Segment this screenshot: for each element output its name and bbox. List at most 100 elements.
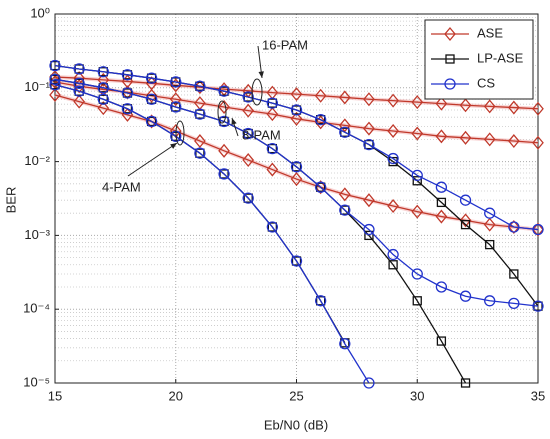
line — [54, 78, 539, 307]
marker — [219, 86, 229, 96]
x-tick-label: 30 — [410, 388, 424, 403]
marker — [146, 116, 157, 127]
marker — [314, 181, 327, 193]
marker — [412, 296, 422, 306]
marker — [339, 126, 351, 138]
x-tick-label: 25 — [289, 388, 303, 403]
marker — [532, 300, 544, 312]
marker — [243, 128, 253, 139]
marker — [169, 92, 182, 107]
marker — [435, 209, 448, 224]
marker — [338, 90, 351, 105]
marker — [242, 103, 255, 118]
marker — [339, 204, 351, 216]
marker — [121, 69, 134, 81]
marker — [219, 169, 229, 179]
marker — [218, 99, 230, 114]
marker — [459, 194, 472, 206]
marker — [363, 193, 375, 208]
marker — [509, 269, 519, 279]
marker — [170, 76, 182, 88]
marker — [387, 199, 399, 214]
marker — [411, 204, 424, 219]
marker — [364, 139, 374, 150]
annotation-ellipse — [251, 78, 263, 106]
marker — [388, 260, 398, 270]
marker — [194, 108, 206, 120]
marker — [290, 255, 303, 267]
marker — [436, 197, 447, 208]
marker — [508, 221, 520, 233]
marker — [49, 59, 61, 72]
marker — [145, 115, 158, 128]
marker — [97, 72, 110, 87]
marker — [290, 172, 303, 187]
marker — [242, 127, 254, 140]
marker — [411, 95, 424, 110]
marker — [121, 87, 134, 99]
marker — [195, 148, 205, 158]
marker — [242, 192, 254, 204]
marker — [49, 87, 61, 102]
marker — [314, 114, 327, 126]
marker — [290, 111, 303, 126]
marker — [484, 295, 496, 307]
y-tick-label: 10⁻⁴ — [23, 301, 50, 316]
marker — [97, 82, 109, 94]
marker — [412, 176, 422, 186]
marker — [97, 101, 110, 116]
x-tick-label: 35 — [531, 388, 545, 403]
marker — [266, 142, 279, 155]
y-tick-label: 10⁻⁵ — [23, 374, 50, 389]
marker — [483, 99, 496, 114]
marker — [459, 213, 472, 228]
marker — [122, 88, 133, 98]
marker — [508, 297, 520, 310]
marker — [459, 130, 472, 145]
marker — [145, 72, 158, 84]
marker — [435, 281, 448, 293]
marker — [508, 100, 520, 115]
marker — [483, 217, 496, 232]
y-tick-label: 10⁻² — [24, 153, 50, 168]
y-tick-label: 10⁰ — [30, 5, 50, 20]
marker — [387, 123, 399, 138]
arrow-head — [258, 71, 264, 78]
marker — [363, 377, 375, 389]
marker — [267, 98, 278, 108]
marker — [340, 127, 350, 137]
marker — [73, 85, 85, 97]
marker — [387, 93, 399, 108]
marker — [218, 143, 230, 158]
marker — [290, 104, 303, 116]
marker — [315, 115, 326, 125]
marker — [145, 93, 158, 105]
line — [54, 76, 539, 110]
y-tick-label: 10⁻³ — [24, 227, 50, 242]
marker — [532, 101, 544, 116]
marker — [291, 162, 302, 172]
marker — [98, 83, 108, 93]
x-axis-label: Eb/N0 (dB) — [264, 417, 328, 432]
marker — [50, 80, 60, 90]
line — [54, 84, 370, 384]
marker — [411, 169, 423, 182]
annotation: 8-PAM — [242, 127, 281, 142]
marker — [49, 73, 61, 86]
marker — [145, 88, 158, 103]
line — [54, 64, 539, 231]
marker — [290, 161, 303, 173]
annotation-arrow — [127, 142, 178, 177]
marker — [532, 135, 544, 150]
x-tick-label: 15 — [48, 388, 62, 403]
marker — [266, 221, 279, 233]
marker — [314, 88, 327, 103]
annotation-ellipse — [217, 100, 227, 124]
marker — [267, 143, 278, 154]
marker — [266, 162, 279, 177]
marker — [267, 222, 278, 232]
marker — [435, 181, 448, 193]
marker — [340, 205, 350, 215]
marker — [97, 93, 109, 105]
